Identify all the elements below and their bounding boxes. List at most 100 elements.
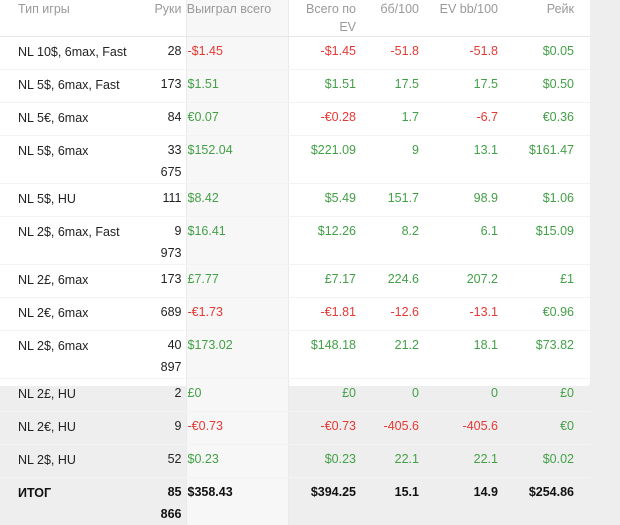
cell-ev-total: £7.17 — [288, 265, 372, 298]
cell-ev-bb-100: 18.1 — [435, 331, 514, 379]
cell-bb-100: -12.6 — [372, 298, 435, 331]
cell-won-total: €0.07 — [186, 103, 288, 136]
game-stats-table: Тип игры Руки Выиграл всего Всего по EV … — [0, 0, 590, 525]
cell-ev-total: $12.26 — [288, 217, 372, 265]
cell-hands: 84 — [150, 103, 186, 136]
cell-rake: $0.50 — [514, 70, 590, 103]
cell-game-type: NL 2£, 6max — [0, 265, 150, 298]
cell-won-total: -$1.45 — [186, 37, 288, 70]
cell-ev-total: $1.51 — [288, 70, 372, 103]
cell-ev-bb-100: -13.1 — [435, 298, 514, 331]
cell-rake: $1.06 — [514, 184, 590, 217]
cell-won-total: $8.42 — [186, 184, 288, 217]
cell-game-type: NL 2€, HU — [0, 412, 150, 445]
cell-rake: €0.96 — [514, 298, 590, 331]
cell-bb-100: -51.8 — [372, 37, 435, 70]
cell-rake: $254.86 — [514, 478, 590, 525]
cell-ev-bb-100: 0 — [435, 379, 514, 412]
cell-rake: $0.02 — [514, 445, 590, 478]
cell-rake: £0 — [514, 379, 590, 412]
cell-rake: £1 — [514, 265, 590, 298]
cell-hands: 9 973 — [150, 217, 186, 265]
cell-game-type: ИТОГ — [0, 478, 150, 525]
cell-ev-bb-100: 17.5 — [435, 70, 514, 103]
cell-won-total: $173.02 — [186, 331, 288, 379]
header-won-total[interactable]: Выиграл всего — [186, 0, 288, 37]
cell-bb-100: 21.2 — [372, 331, 435, 379]
cell-game-type: NL 5$, HU — [0, 184, 150, 217]
cell-ev-total: -$1.45 — [288, 37, 372, 70]
cell-won-total: -€0.73 — [186, 412, 288, 445]
cell-hands: 111 — [150, 184, 186, 217]
cell-ev-total: $394.25 — [288, 478, 372, 525]
cell-bb-100: 9 — [372, 136, 435, 184]
cell-bb-100: 17.5 — [372, 70, 435, 103]
header-ev-bb-100[interactable]: EV bb/100 — [435, 0, 514, 37]
cell-ev-total: $148.18 — [288, 331, 372, 379]
header-ev-total[interactable]: Всего по EV — [288, 0, 372, 37]
cell-won-total: $0.23 — [186, 445, 288, 478]
cell-ev-bb-100: 98.9 — [435, 184, 514, 217]
cell-ev-total: $5.49 — [288, 184, 372, 217]
cell-hands: 173 — [150, 70, 186, 103]
cell-hands: 2 — [150, 379, 186, 412]
cell-won-total: $16.41 — [186, 217, 288, 265]
header-hands[interactable]: Руки — [150, 0, 186, 37]
cell-hands: 33 675 — [150, 136, 186, 184]
cell-won-total: $152.04 — [186, 136, 288, 184]
cell-hands: 173 — [150, 265, 186, 298]
cell-rake: €0 — [514, 412, 590, 445]
cell-ev-total: $221.09 — [288, 136, 372, 184]
cell-ev-total: £0 — [288, 379, 372, 412]
cell-ev-bb-100: -6.7 — [435, 103, 514, 136]
cell-bb-100: 0 — [372, 379, 435, 412]
cell-ev-bb-100: 207.2 — [435, 265, 514, 298]
cell-bb-100: 15.1 — [372, 478, 435, 525]
cell-won-total: $358.43 — [186, 478, 288, 525]
cell-rake: €0.36 — [514, 103, 590, 136]
cell-ev-bb-100: 14.9 — [435, 478, 514, 525]
cell-bb-100: 224.6 — [372, 265, 435, 298]
cell-won-total: £0 — [186, 379, 288, 412]
cell-bb-100: 8.2 — [372, 217, 435, 265]
cell-game-type: NL 2€, 6max — [0, 298, 150, 331]
cell-game-type: NL 2$, 6max, Fast — [0, 217, 150, 265]
cell-won-total: -€1.73 — [186, 298, 288, 331]
cell-hands: 40 897 — [150, 331, 186, 379]
table-header: Тип игры Руки Выиграл всего Всего по EV … — [0, 0, 590, 37]
header-bb-100[interactable]: бб/100 — [372, 0, 435, 37]
header-rake[interactable]: Рейк — [514, 0, 590, 37]
cell-bb-100: -405.6 — [372, 412, 435, 445]
cell-ev-total: $0.23 — [288, 445, 372, 478]
cell-game-type: NL 5€, 6max — [0, 103, 150, 136]
cell-game-type: NL 5$, 6max, Fast — [0, 70, 150, 103]
cell-game-type: NL 2$, HU — [0, 445, 150, 478]
cell-ev-bb-100: -51.8 — [435, 37, 514, 70]
cell-rake: $73.82 — [514, 331, 590, 379]
cell-ev-bb-100: 6.1 — [435, 217, 514, 265]
cell-bb-100: 1.7 — [372, 103, 435, 136]
cell-bb-100: 22.1 — [372, 445, 435, 478]
cell-game-type: NL 10$, 6max, Fast — [0, 37, 150, 70]
cell-game-type: NL 2£, HU — [0, 379, 150, 412]
header-game-type[interactable]: Тип игры — [0, 0, 150, 37]
stats-card: Тип игры Руки Выиграл всего Всего по EV … — [0, 0, 590, 386]
cell-rake: $0.05 — [514, 37, 590, 70]
cell-won-total: $1.51 — [186, 70, 288, 103]
cell-hands: 85 866 — [150, 478, 186, 525]
cell-ev-bb-100: 22.1 — [435, 445, 514, 478]
